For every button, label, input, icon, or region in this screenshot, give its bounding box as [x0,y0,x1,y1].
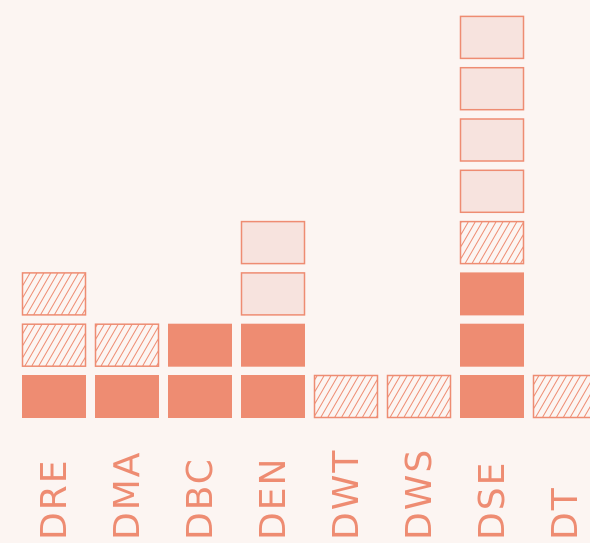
category-label-den: DEN [253,457,294,540]
category-label-dt: DT [545,486,586,540]
category-label-dse: DSE [472,461,513,540]
category-label-dma: DMA [107,451,148,540]
category-label-dwt: DWT [326,449,367,540]
block-dma-solid-1 [95,375,159,418]
block-dse-solid-1 [460,375,524,418]
block-dws-hatched-1 [386,374,452,419]
block-den-solid-2 [241,323,305,367]
block-dse-light-3 [459,66,525,111]
block-dre-solid-1 [22,375,86,418]
block-den-light-2 [240,220,306,265]
block-dse-light-2 [459,118,525,162]
block-dbc-solid-1 [168,375,232,418]
block-dma-hatched-1 [94,323,160,367]
block-dt-hatched-1 [532,374,590,419]
block-den-light-1 [240,272,306,316]
chart-blocks [21,15,590,419]
category-label-dbc: DBC [180,457,221,540]
block-dse-hatched-1 [459,220,525,265]
block-dse-solid-3 [460,272,524,316]
block-dse-solid-2 [460,323,524,367]
category-label-dws: DWS [399,448,440,540]
block-dbc-solid-2 [168,323,232,367]
category-labels: DRE DMA DBC DEN DWT DWS DSE DT [34,448,586,540]
block-dre-hatched-1 [21,323,87,367]
block-dse-light-1 [459,169,525,214]
block-dwt-hatched-1 [313,374,379,419]
block-den-solid-1 [241,375,305,418]
block-dse-light-4 [459,15,525,60]
block-dre-hatched-2 [21,272,87,316]
category-label-dre: DRE [34,459,75,540]
